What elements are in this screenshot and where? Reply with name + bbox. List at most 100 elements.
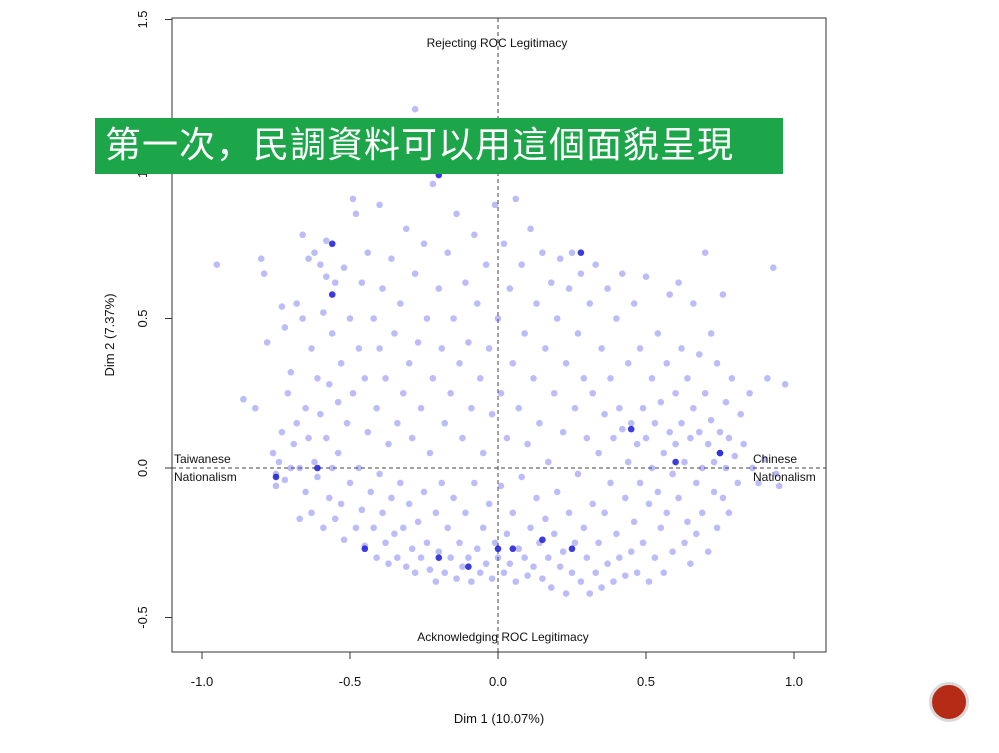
data-point-177 (524, 572, 531, 579)
data-point-101 (414, 339, 422, 346)
data-point-117 (435, 548, 443, 556)
data-point-314 (728, 375, 736, 382)
data-point-28 (308, 345, 315, 352)
data-point-62 (358, 279, 366, 286)
data-point-291 (693, 530, 700, 538)
data-point-2 (251, 404, 259, 412)
data-point-287 (687, 560, 694, 567)
annotation-left-line1: Taiwanese (174, 452, 231, 466)
data-point-145 (476, 569, 484, 576)
data-point-73 (376, 201, 383, 209)
data-point-110 (426, 566, 434, 573)
data-point-285 (684, 518, 691, 526)
data-point-237 (613, 530, 620, 538)
data-point-51 (340, 264, 348, 271)
x-tick-label-4: 1.0 (785, 674, 803, 689)
data-point-308 (719, 291, 727, 298)
data-point-171 (515, 545, 523, 553)
data-point-276 (672, 389, 679, 397)
data-point-195 (550, 530, 558, 538)
data-point-189 (542, 515, 549, 523)
data-point-281 (678, 419, 685, 427)
data-point-228 (601, 410, 608, 418)
data-point-254 (639, 404, 647, 412)
data-point-14 (284, 389, 292, 397)
data-point-dense-2 (328, 291, 336, 298)
y-axis-label: Dim 2 (7.37%) (102, 293, 117, 376)
data-point-304 (713, 360, 721, 367)
data-point-277 (672, 440, 679, 448)
data-point-187 (539, 575, 546, 582)
data-point-233 (607, 479, 614, 487)
data-point-50 (337, 500, 345, 508)
data-point-77 (379, 509, 386, 517)
data-point-327 (781, 380, 789, 388)
data-point-89 (397, 479, 404, 487)
next-slide-button[interactable] (929, 682, 969, 722)
data-point-174 (521, 330, 528, 337)
data-point-dense-9 (539, 536, 546, 544)
data-point-123 (444, 524, 451, 532)
data-point-133 (459, 563, 466, 570)
data-point-64 (361, 375, 369, 382)
data-point-96 (408, 434, 416, 442)
data-point-58 (352, 210, 360, 218)
y-tick-label-4: 1.5 (135, 10, 150, 28)
data-point-298 (704, 440, 712, 448)
data-point-142 (473, 300, 481, 307)
data-point-196 (553, 315, 561, 322)
data-point-176 (524, 440, 531, 448)
data-point-204 (565, 285, 573, 292)
data-point-241 (619, 425, 626, 433)
annotation-top: Rejecting ROC Legitimacy (427, 36, 568, 50)
data-point-245 (624, 458, 632, 466)
axes-layer: -1.0-0.50.00.51.0-0.50.00.51.01.5 (135, 10, 803, 689)
data-point-179 (527, 524, 534, 532)
data-point-294 (698, 464, 706, 472)
data-point-151 (485, 500, 493, 508)
data-point-1 (240, 395, 247, 403)
data-point-107 (423, 315, 431, 322)
data-point-253 (636, 479, 644, 487)
data-point-25 (302, 488, 309, 496)
data-point-202 (562, 360, 570, 367)
data-point-222 (592, 261, 599, 268)
data-point-183 (533, 494, 540, 502)
data-point-258 (645, 500, 653, 508)
data-point-105 (420, 240, 428, 248)
data-point-216 (583, 434, 591, 442)
plot-frame (171, 17, 827, 653)
data-point-220 (589, 389, 597, 397)
data-point-dense-12 (577, 249, 585, 257)
data-point-313 (725, 509, 733, 517)
data-point-69 (370, 315, 377, 322)
data-point-102 (414, 518, 422, 526)
annotation-bottom: Acknowledging ROC Legitimacy (417, 630, 588, 644)
data-point-257 (642, 434, 650, 442)
data-point-160 (500, 240, 508, 248)
y-tick-label-0: -0.5 (135, 606, 150, 628)
data-point-282 (681, 539, 688, 547)
data-point-82 (388, 255, 395, 262)
data-point-286 (687, 434, 694, 442)
data-point-143 (473, 545, 481, 553)
data-point-55 (346, 479, 354, 487)
data-point-205 (565, 509, 573, 517)
data-point-92 (402, 225, 410, 233)
data-point-113 (432, 509, 440, 517)
data-point-170 (515, 404, 523, 412)
data-point-75 (376, 470, 383, 478)
data-point-134 (462, 279, 469, 286)
data-point-95 (405, 500, 413, 508)
data-point-63 (358, 506, 366, 514)
data-point-27 (305, 434, 312, 442)
data-point-88 (397, 300, 404, 307)
data-point-288 (690, 300, 697, 307)
data-point-39 (323, 273, 330, 280)
data-point-26 (305, 255, 312, 262)
data-point-23 (299, 315, 306, 322)
data-point-30 (311, 249, 318, 257)
data-point-149 (482, 560, 490, 567)
data-point-326 (775, 482, 783, 490)
data-point-36 (320, 309, 327, 316)
